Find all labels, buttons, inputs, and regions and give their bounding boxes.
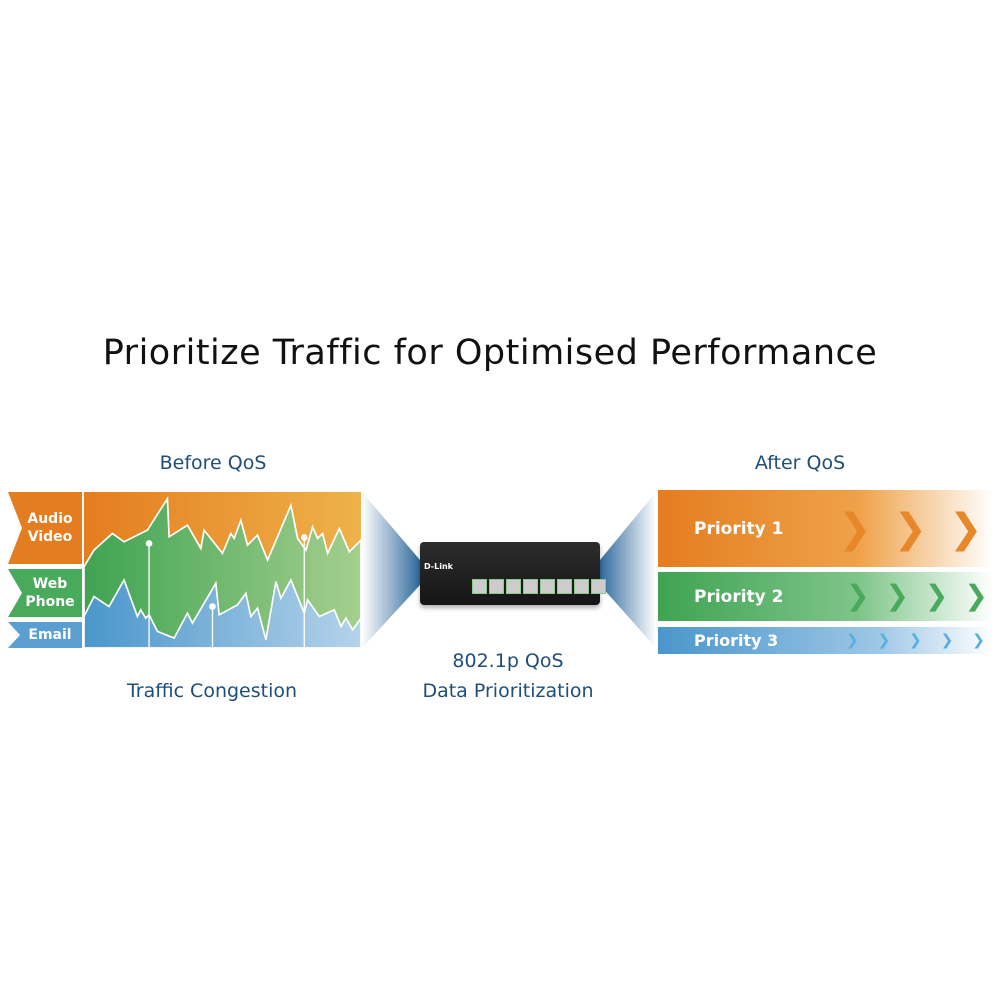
priority-2-bar: Priority 2 ❯❯❯❯ <box>658 572 993 621</box>
data-prioritization-label: Data Prioritization <box>422 680 594 702</box>
marker-dot <box>209 603 216 610</box>
left-funnel <box>362 492 420 648</box>
network-switch-image: D-Link <box>420 542 606 605</box>
email-area <box>84 577 361 648</box>
email-label: Email <box>28 627 72 643</box>
switch-brand-logo: D-Link <box>424 562 453 571</box>
web-phone-tag <box>8 569 82 617</box>
phone-text: Phone <box>25 594 75 610</box>
congestion-graph <box>84 492 361 648</box>
priority-3-label: Priority 3 <box>694 631 779 650</box>
chevron-icons: ❯❯❯❯❯ <box>846 631 1000 649</box>
audio-video-tag <box>8 492 82 564</box>
chevron-icons: ❯❯❯ <box>838 506 1000 552</box>
chevron-icons: ❯❯❯❯ <box>846 579 1000 612</box>
page-title: Prioritize Traffic for Optimised Perform… <box>102 333 878 373</box>
priority-3-bar: Priority 3 ❯❯❯❯❯ <box>658 627 993 654</box>
priority-1-label: Priority 1 <box>694 518 784 539</box>
web-text: Web <box>32 576 68 592</box>
web-phone-label: Web Phone <box>18 569 82 617</box>
priority-2-label: Priority 2 <box>694 586 784 607</box>
audio-video-label: Audio Video <box>18 492 82 564</box>
traffic-congestion-caption: Traffic Congestion <box>126 680 298 702</box>
marker-dot <box>300 534 308 541</box>
before-qos-heading: Before QoS <box>159 452 267 474</box>
qos-standard-label: 802.1p QoS <box>452 650 564 672</box>
traffic-type-labels <box>8 492 82 648</box>
funnels <box>362 492 656 648</box>
marker-dot <box>145 540 153 547</box>
audio-text: Audio <box>27 511 73 527</box>
right-funnel <box>600 492 656 648</box>
priority-1-bar: Priority 1 ❯❯❯ <box>658 490 993 567</box>
switch-ports <box>472 579 606 594</box>
after-qos-heading: After QoS <box>754 452 846 474</box>
email-tag <box>8 622 82 648</box>
video-text: Video <box>27 529 73 545</box>
